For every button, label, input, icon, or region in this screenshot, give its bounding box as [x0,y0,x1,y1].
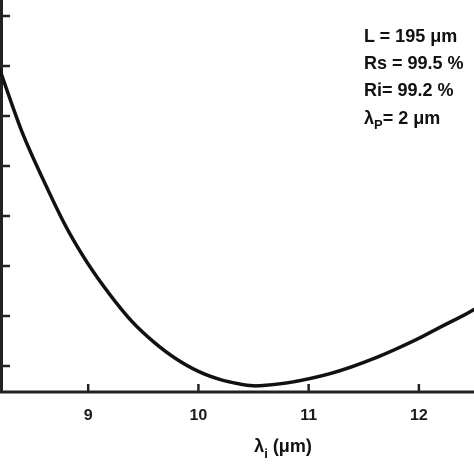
series-line [0,68,474,388]
series-group [0,68,474,388]
y-ticks [0,14,10,368]
x-tick-label: 10 [190,407,208,424]
x-axis-label-unit: (μm) [268,436,312,456]
parameter-annotations: L = 195 μm Rs = 99.5 % Ri= 99.2 % λP= 2 … [364,26,464,132]
annotation-rs: Rs = 99.5 % [364,53,464,73]
annotation-pump-symbol: λ [364,108,374,128]
annotation-pump-wavelength: λP= 2 μm [364,108,440,132]
x-ticks: 9 10 11 12 [84,384,428,424]
annotation-length: L = 195 μm [364,26,457,46]
annotation-ri: Ri= 99.2 % [364,80,454,100]
annotation-pump-rest: = 2 μm [383,108,441,128]
x-tick-label: 12 [410,407,428,424]
x-axis-label-subscript: i [264,446,268,461]
x-axis-label-symbol: λ [254,436,264,456]
x-tick-label: 11 [300,407,317,424]
annotation-pump-subscript: P [374,117,383,132]
x-axis-label: λi (μm) [254,436,312,461]
x-tick-label: 9 [84,407,93,424]
